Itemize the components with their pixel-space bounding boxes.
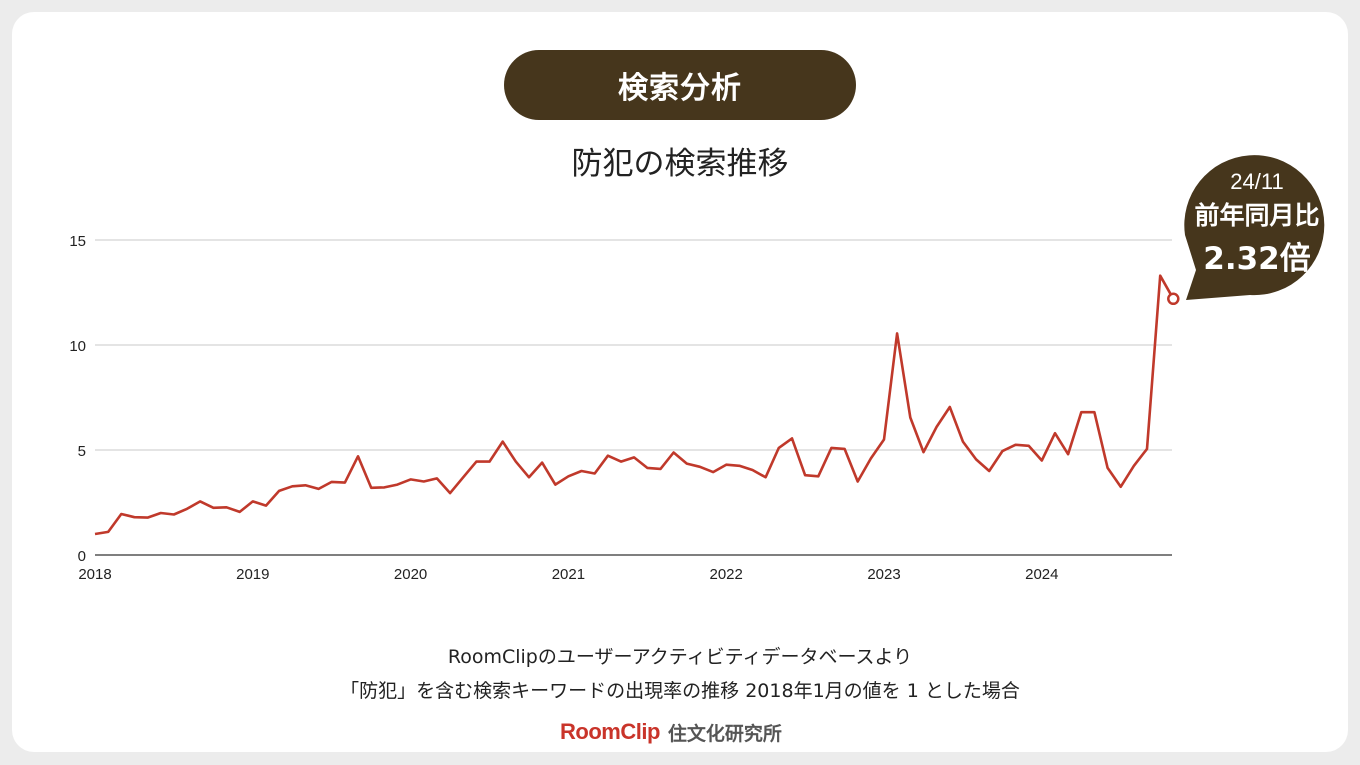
section-badge: 検索分析 xyxy=(504,50,856,120)
callout-value: 2.32倍 xyxy=(1203,241,1311,277)
chart-title: 防犯の検索推移 xyxy=(571,146,789,182)
x-tick-label: 2022 xyxy=(710,566,743,583)
x-tick-label: 2020 xyxy=(394,566,427,583)
brand-subtitle: 住文化研究所 xyxy=(667,722,782,745)
y-tick-label: 0 xyxy=(78,548,86,565)
brand-logo: RoomClip xyxy=(560,719,660,744)
x-tick-label: 2021 xyxy=(552,566,585,583)
axis-ticks: 0 5 10 15 2018 2019 2020 2021 2022 2023 2024 xyxy=(69,233,1058,583)
caption-source: RoomClipのユーザーアクティビティデータベースより xyxy=(447,646,913,668)
callout-bubble: 24/11 前年同月比 2.32倍 xyxy=(1184,155,1325,300)
caption-description: 「防犯」を含む検索キーワードの出現率の推移 2018年1月の値を 1 とした場合 xyxy=(340,680,1020,702)
callout-shape xyxy=(1184,155,1325,300)
latest-point-marker xyxy=(1167,292,1180,306)
callout-label: 前年同月比 xyxy=(1194,201,1319,230)
x-tick-label: 2023 xyxy=(867,566,900,583)
chart-card xyxy=(12,12,1348,752)
series-layer xyxy=(94,274,1180,536)
y-tick-label: 15 xyxy=(69,233,86,250)
x-tick-label: 2019 xyxy=(236,566,269,583)
callout-period: 24/11 xyxy=(1230,169,1283,194)
series-line xyxy=(94,274,1175,536)
x-tick-label: 2018 xyxy=(78,566,111,583)
grid-lines xyxy=(95,239,1172,556)
y-tick-label: 10 xyxy=(69,338,86,355)
y-tick-label: 5 xyxy=(78,443,86,460)
brand-footer: RoomClip 住文化研究所 xyxy=(560,715,782,749)
x-tick-label: 2024 xyxy=(1025,566,1058,583)
